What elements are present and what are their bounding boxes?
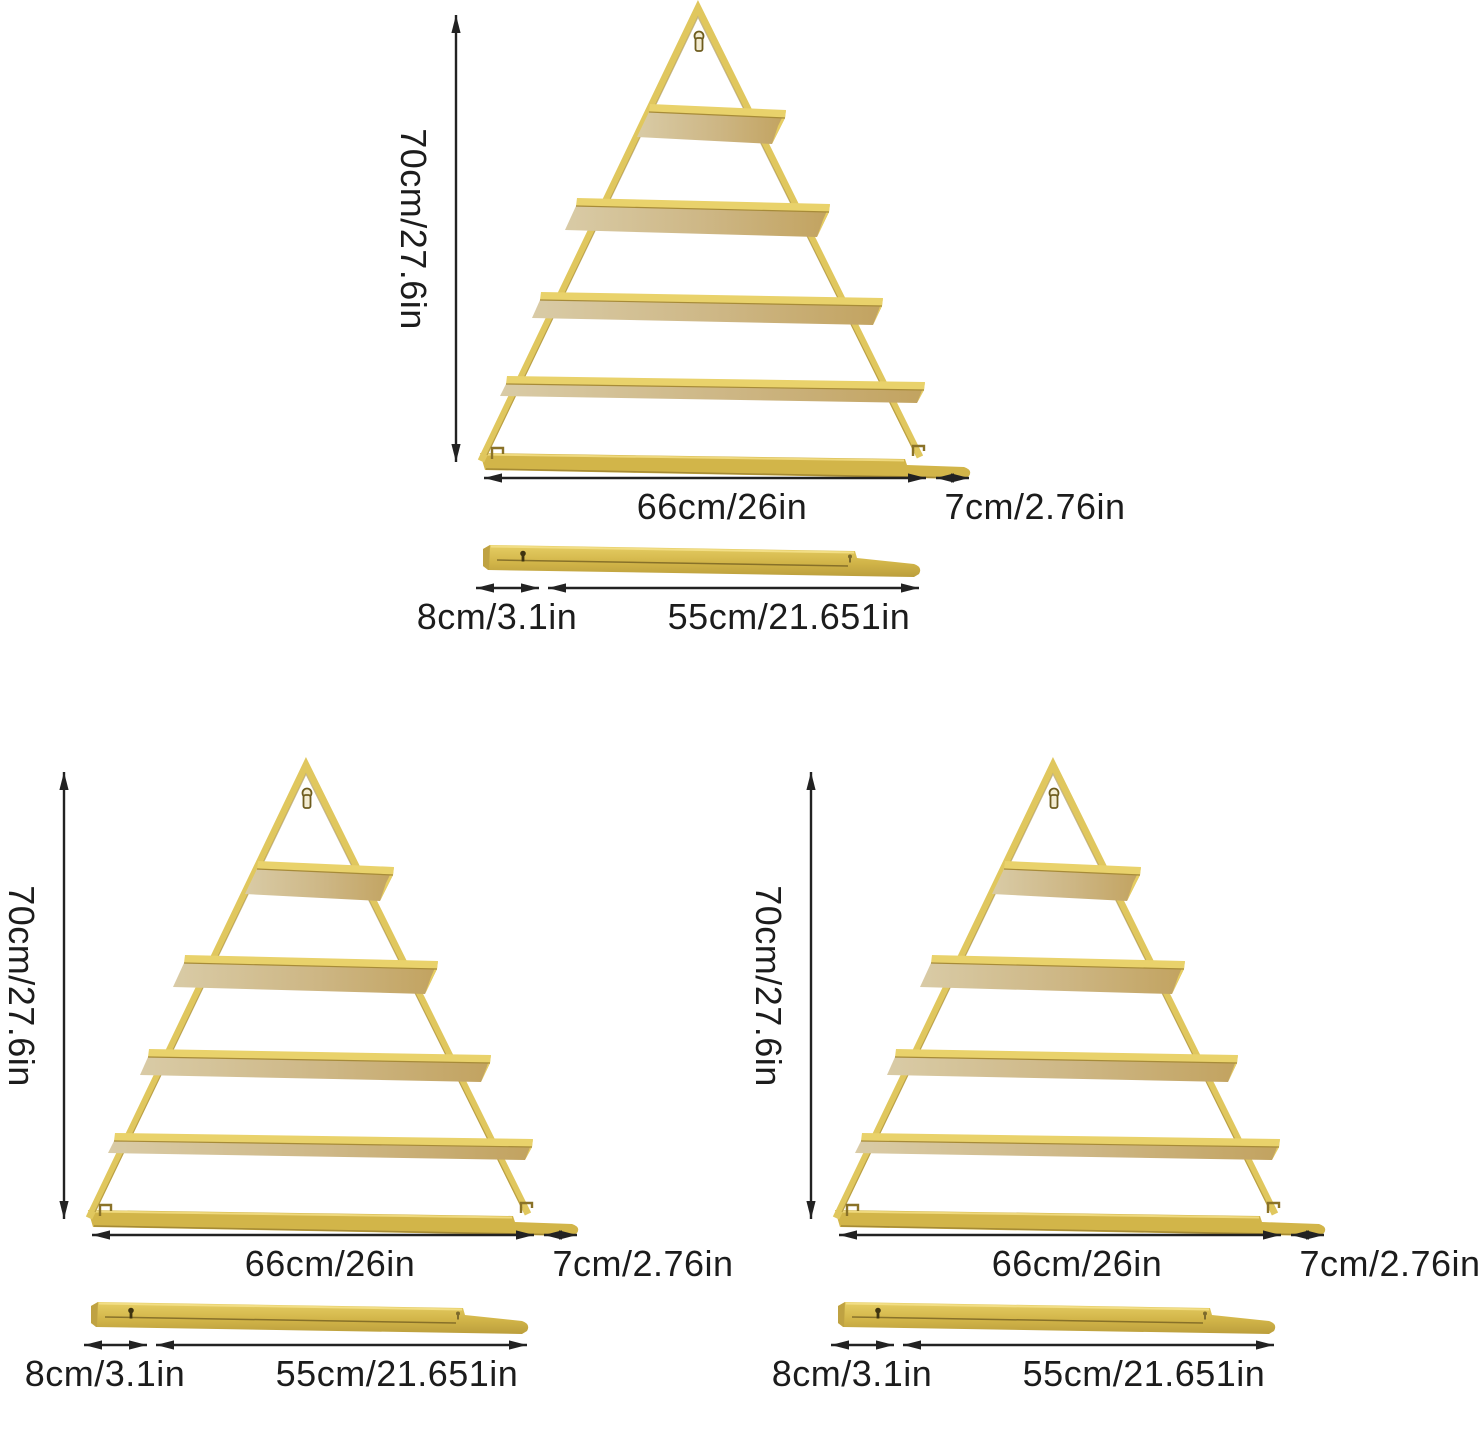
keyhole-slot-left — [520, 550, 526, 562]
triangle-base-bar — [835, 1210, 1326, 1236]
overhang-dimension-label: 7cm/2.76in — [1299, 1243, 1480, 1284]
wall-bracket-left — [490, 446, 505, 459]
hanging-keyhole-icon — [301, 787, 313, 809]
shelf-board-1 — [637, 104, 786, 144]
shelf-board-3 — [887, 1049, 1238, 1082]
bar-end-dimension-label: 8cm/3.1in — [417, 596, 578, 637]
keyhole-slot-right — [456, 1311, 460, 1320]
base-width-dimension-label: 66cm/26in — [637, 486, 808, 527]
diagram-unit-bottom-right: 70cm/27.6in 66cm/26in 7cm/2.76in 8cm/3.1… — [735, 757, 1484, 1429]
triangle-base-bar — [480, 453, 971, 479]
height-dimension-label: 70cm/27.6in — [1, 885, 42, 1087]
shelf-board-3 — [532, 292, 883, 325]
mounting-bar — [91, 1302, 529, 1334]
height-dimension-label: 70cm/27.6in — [393, 128, 434, 330]
triangle-frame — [85, 757, 579, 1236]
base-width-dimension-label: 66cm/26in — [245, 1243, 416, 1284]
diagram-unit-top: 70cm/27.6in 66cm/26in 7cm/2.76in 8cm/3.1… — [380, 0, 1140, 672]
height-dimension-label: 70cm/27.6in — [748, 885, 789, 1087]
shelf-board-3 — [140, 1049, 491, 1082]
mounting-bar — [838, 1302, 1276, 1334]
shelf-dimension-diagram: 70cm/27.6in 66cm/26in 7cm/2.76in 8cm/3.1… — [748, 757, 1480, 1394]
base-width-dimension-label: 66cm/26in — [992, 1243, 1163, 1284]
dimension-arrows — [59, 772, 577, 1350]
bar-length-dimension-label: 55cm/21.651in — [668, 596, 911, 637]
bar-end-dimension-label: 8cm/3.1in — [25, 1353, 186, 1394]
overhang-dimension-label: 7cm/2.76in — [552, 1243, 733, 1284]
shelf-board-1 — [245, 861, 394, 901]
keyhole-slot-left — [128, 1307, 134, 1319]
wall-bracket-left — [845, 1203, 860, 1216]
wall-bracket-right — [911, 444, 926, 456]
shelf-dimension-diagram: 70cm/27.6in 66cm/26in 7cm/2.76in 8cm/3.1… — [393, 0, 1125, 637]
bar-length-dimension-label: 55cm/21.651in — [1023, 1353, 1266, 1394]
diagram-unit-bottom-left: 70cm/27.6in 66cm/26in 7cm/2.76in 8cm/3.1… — [0, 757, 748, 1429]
dimension-arrows — [806, 772, 1324, 1350]
bar-end-dimension-label: 8cm/3.1in — [772, 1353, 933, 1394]
shelf-board-4 — [855, 1133, 1280, 1160]
wall-bracket-right — [519, 1201, 534, 1213]
overhang-dimension-label: 7cm/2.76in — [944, 486, 1125, 527]
keyhole-slot-right — [1203, 1311, 1207, 1320]
keyhole-slot-right — [848, 554, 852, 563]
shelf-board-2 — [565, 198, 830, 237]
keyhole-slot-left — [875, 1307, 881, 1319]
bar-length-dimension-label: 55cm/21.651in — [276, 1353, 519, 1394]
triangle-frame — [477, 0, 971, 479]
hanging-keyhole-icon — [693, 30, 705, 52]
triangle-frame — [832, 757, 1326, 1236]
triangle-base-bar — [88, 1210, 579, 1236]
mounting-bar — [483, 545, 921, 577]
shelf-board-1 — [992, 861, 1141, 901]
wall-bracket-right — [1266, 1201, 1281, 1213]
wall-bracket-left — [98, 1203, 113, 1216]
shelf-dimension-diagram: 70cm/27.6in 66cm/26in 7cm/2.76in 8cm/3.1… — [1, 757, 733, 1394]
hanging-keyhole-icon — [1048, 787, 1060, 809]
dimension-arrows — [451, 15, 969, 593]
shelf-board-4 — [108, 1133, 533, 1160]
shelf-board-4 — [500, 376, 925, 403]
shelf-board-2 — [920, 955, 1185, 994]
shelf-board-2 — [173, 955, 438, 994]
